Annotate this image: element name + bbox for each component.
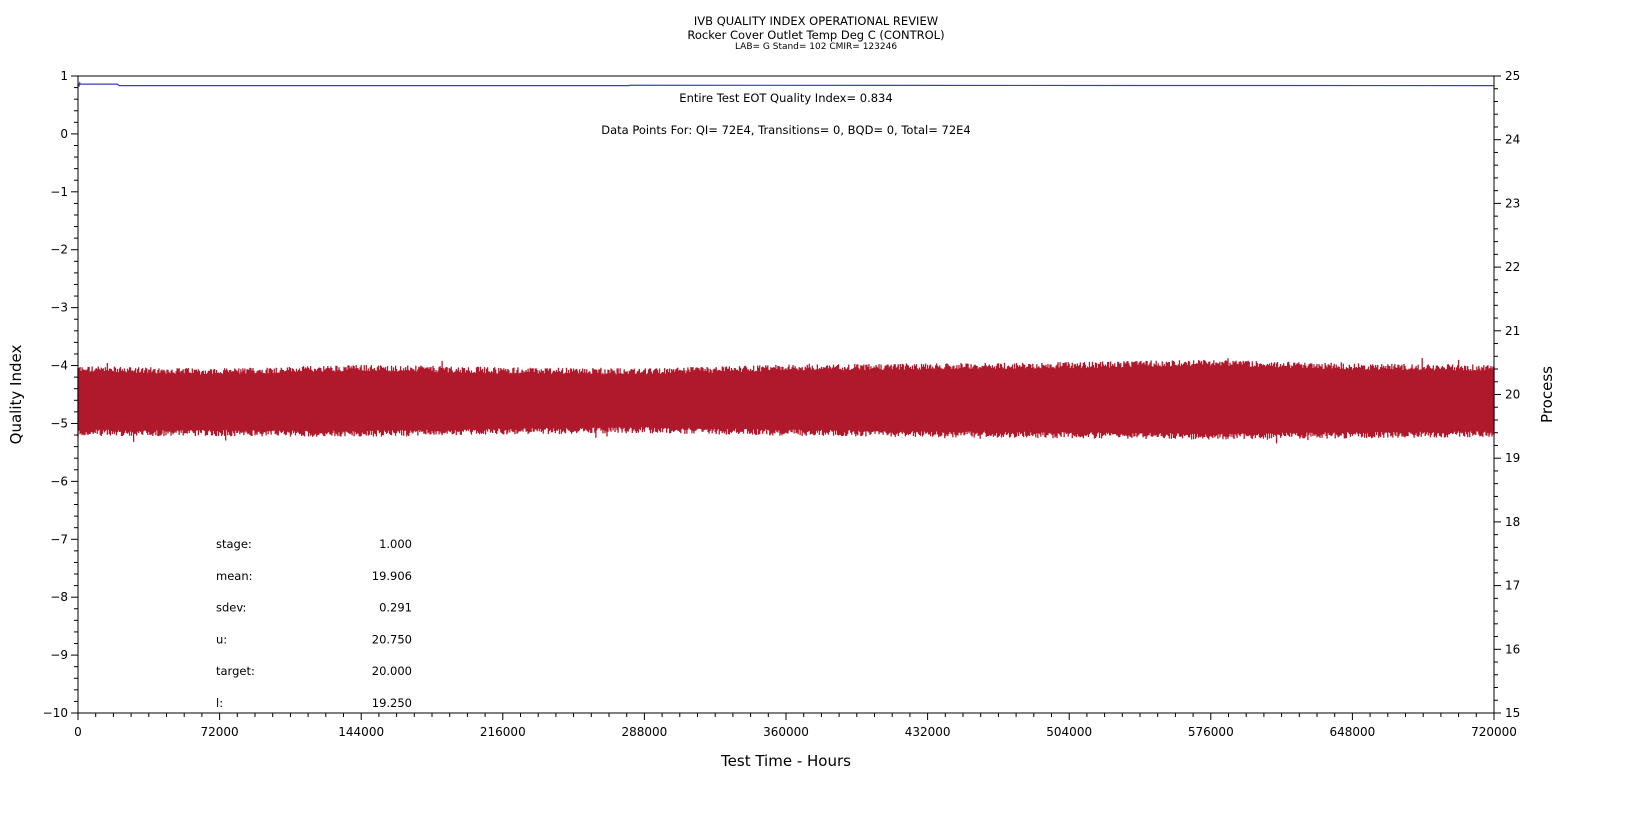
chart-title: IVB QUALITY INDEX OPERATIONAL REVIEW	[693, 14, 939, 28]
stat-value: 20.000	[372, 664, 412, 678]
stat-label: stage:	[216, 537, 252, 551]
x-tick-label: 72000	[201, 725, 239, 739]
x-tick-label: 720000	[1471, 725, 1517, 739]
stat-label: target:	[216, 664, 255, 678]
stat-value: 19.906	[372, 569, 412, 583]
y-left-tick-label: −2	[50, 243, 68, 257]
stat-label: u:	[216, 632, 227, 646]
stat-label: sdev:	[216, 601, 246, 615]
y-left-tick-label: −6	[50, 474, 68, 488]
stat-label: mean:	[216, 569, 253, 583]
x-tick-label: 0	[74, 725, 82, 739]
stats-table: stage: 1.000 mean: 19.906 sdev: 0.291 u: 20.750…	[216, 537, 412, 710]
y-axis-left: 1 0 −1 −2 −3 −4 −5 −6 −7 −8 −9 −10	[43, 69, 78, 720]
chart-subtitle: Rocker Cover Outlet Temp Deg C (CONTROL)	[687, 28, 945, 42]
y-right-tick-label: 15	[1505, 706, 1520, 720]
y-right-tick-label: 21	[1505, 324, 1520, 338]
eot-quality-index-note: Entire Test EOT Quality Index= 0.834	[679, 91, 892, 105]
lab-info-line: LAB= G Stand= 102 CMIR= 123246	[734, 42, 898, 52]
y-right-tick-label: 16	[1505, 642, 1520, 656]
x-tick-label: 144000	[338, 725, 384, 739]
quality-index-line	[77, 81, 1495, 87]
quality-index-line-layer	[77, 81, 1495, 87]
y-right-tick-label: 20	[1505, 388, 1520, 402]
y-left-tick-label: −4	[50, 359, 68, 373]
y-right-tick-label: 19	[1505, 451, 1520, 465]
x-tick-label: 432000	[905, 725, 951, 739]
x-axis-title: Test Time - Hours	[720, 752, 851, 770]
y-axis-right-title: Process	[1538, 366, 1556, 423]
x-tick-label: 504000	[1046, 725, 1092, 739]
y-left-tick-label: −10	[43, 706, 68, 720]
y-left-tick-label: −8	[50, 590, 68, 604]
y-axis-right: 25 24 23 22 21 20 19 18 17 16 15	[1494, 69, 1520, 720]
x-tick-label: 288000	[621, 725, 667, 739]
y-right-tick-label: 25	[1505, 69, 1520, 83]
y-right-tick-label: 18	[1505, 515, 1520, 529]
y-left-tick-label: 0	[60, 127, 68, 141]
stat-value: 20.750	[372, 632, 412, 646]
process-band	[77, 358, 1495, 444]
x-tick-label: 648000	[1329, 725, 1375, 739]
y-left-tick-label: −3	[50, 301, 68, 315]
y-left-tick-label: −5	[50, 416, 68, 430]
data-points-note: Data Points For: QI= 72E4, Transitions= …	[601, 123, 970, 137]
y-left-tick-label: 1	[60, 69, 68, 83]
y-right-tick-label: 23	[1505, 196, 1520, 210]
x-axis: 0 72000 144000 216000 288000 360000 432000 5040…	[74, 713, 1517, 739]
stat-label: l:	[216, 696, 223, 710]
y-right-tick-label: 22	[1505, 260, 1520, 274]
x-tick-label: 216000	[480, 725, 526, 739]
y-left-tick-label: −1	[50, 185, 68, 199]
y-axis-left-title: Quality Index	[7, 345, 25, 445]
y-right-tick-label: 17	[1505, 579, 1520, 593]
x-tick-label: 576000	[1188, 725, 1234, 739]
x-tick-label: 360000	[763, 725, 809, 739]
y-left-tick-label: −7	[50, 532, 68, 546]
y-right-tick-label: 24	[1505, 133, 1520, 147]
process-band-layer	[77, 358, 1495, 444]
stat-value: 19.250	[372, 696, 412, 710]
stat-value: 0.291	[379, 601, 412, 615]
y-left-tick-label: −9	[50, 648, 68, 662]
stat-value: 1.000	[379, 537, 412, 551]
